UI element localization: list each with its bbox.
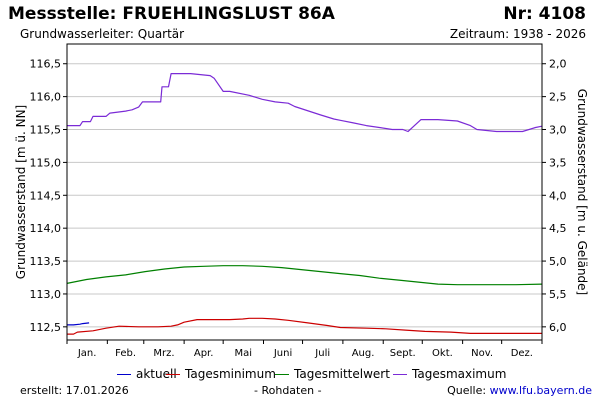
- y-tick-label: 114,0: [30, 222, 62, 235]
- x-tick-label: Juli: [314, 348, 330, 359]
- y-tick-label: 115,0: [30, 156, 62, 169]
- created-date: erstellt: 17.01.2026: [20, 384, 129, 397]
- source-label: Quelle:: [447, 384, 490, 397]
- series-line-aktuell: [67, 322, 90, 326]
- y2-tick-label: 5,0: [549, 255, 567, 268]
- legend-label: aktuell: [136, 367, 177, 381]
- x-tick-label: Okt.: [432, 348, 453, 359]
- y-tick-label: 115,5: [30, 124, 62, 137]
- y2-tick-label: 2,5: [549, 91, 567, 104]
- y2-tick-label: 6,0: [549, 321, 567, 334]
- legend-item-tagesminimum: Tagesminimum: [166, 366, 276, 382]
- series-line-tagesmittelwert: [66, 265, 543, 286]
- aquifer-label: Grundwasserleiter: Quartär: [20, 27, 185, 41]
- source-note: Quelle: www.lfu.bayern.de: [447, 384, 592, 397]
- x-tick-label: Mai: [235, 348, 253, 359]
- y-tick-label: 113,5: [30, 255, 62, 268]
- x-tick-label: Feb.: [115, 348, 136, 359]
- y-tick-label: 112,5: [30, 321, 62, 334]
- x-tick-label: Aug.: [352, 348, 375, 359]
- legend-label: Tagesminimum: [185, 367, 276, 381]
- series-layer: [66, 72, 543, 335]
- source-link[interactable]: www.lfu.bayern.de: [489, 384, 592, 397]
- station-title: Messstelle: FRUEHLINGSLUST 86A: [8, 4, 335, 24]
- legend-swatch: [166, 373, 180, 375]
- gridlines: [67, 63, 542, 328]
- series-line-tagesminimum: [67, 317, 542, 335]
- legend-item-tagesmaximum: Tagesmaximum: [393, 366, 506, 382]
- plot-frame: [66, 43, 543, 341]
- x-tick-label: Mrz.: [153, 348, 174, 359]
- y-tick-label: 113,0: [30, 288, 62, 301]
- y2-axis-label: Grundwasserstand [m u. Gelände]: [575, 89, 589, 295]
- legend-swatch: [393, 373, 407, 375]
- legend: aktuell Tagesminimum Tagesmittelwert Tag…: [0, 366, 600, 382]
- station-number: Nr: 4108: [503, 4, 586, 24]
- y2-tick-label: 2,0: [549, 58, 567, 71]
- axes: 112,5 113,0 113,5 114,0 114,5 115,0 115,5 116,0…: [30, 58, 567, 359]
- series-line-tagesmaximum: [67, 72, 543, 133]
- y-tick-label: 116,5: [30, 58, 62, 71]
- legend-swatch: [117, 373, 131, 375]
- x-tick-label: Juni: [273, 348, 292, 359]
- legend-item-aktuell: aktuell: [117, 366, 177, 382]
- x-tick-label: Dez.: [511, 348, 533, 359]
- period-label: Zeitraum: 1938 - 2026: [449, 27, 586, 41]
- x-tick-label: Apr.: [194, 348, 214, 359]
- legend-item-tagesmittelwert: Tagesmittelwert: [275, 366, 390, 382]
- y-axis-label: Grundwasserstand [m ü. NN]: [14, 105, 28, 279]
- y-tick-label: 114,5: [30, 189, 62, 202]
- y2-tick-label: 5,5: [549, 288, 567, 301]
- y2-tick-label: 3,0: [549, 124, 567, 137]
- raw-data-note: - Rohdaten -: [254, 384, 322, 397]
- x-tick-label: Nov.: [471, 348, 493, 359]
- y2-tick-label: 4,5: [549, 222, 567, 235]
- x-tick-label: Jan.: [77, 348, 97, 359]
- legend-label: Tagesmittelwert: [294, 367, 390, 381]
- y-tick-label: 116,0: [30, 91, 62, 104]
- y2-tick-label: 4,0: [549, 189, 567, 202]
- x-tick-label: Sept.: [390, 348, 416, 359]
- y2-tick-label: 3,5: [549, 156, 567, 169]
- legend-swatch: [275, 373, 289, 375]
- legend-label: Tagesmaximum: [412, 367, 507, 381]
